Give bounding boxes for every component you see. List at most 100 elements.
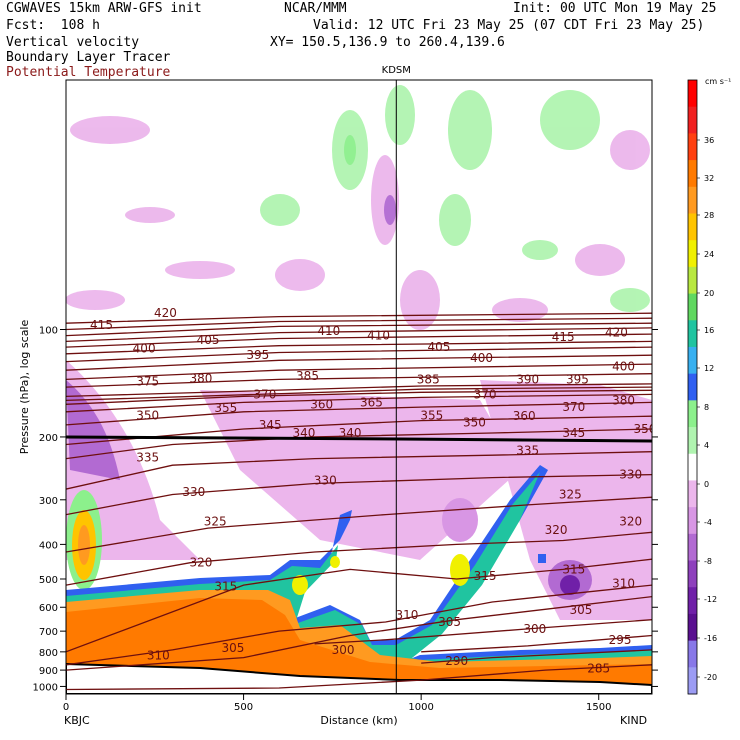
theta-contour-400 bbox=[66, 333, 652, 348]
theta-contour-290 bbox=[421, 649, 652, 664]
theta-label: 415 bbox=[552, 330, 575, 344]
theta-contour-370 bbox=[66, 383, 652, 398]
colorbar-swatch bbox=[688, 587, 697, 615]
rising-left-column bbox=[66, 490, 102, 590]
y-tick-label: 1000 bbox=[33, 682, 58, 693]
forecast-hour: Fcst: 108 h bbox=[6, 18, 100, 33]
colorbar-label: -4 bbox=[704, 518, 712, 527]
theta-label: 405 bbox=[427, 340, 450, 354]
theta-label: 290 bbox=[445, 654, 468, 668]
x-tick-label: 1000 bbox=[408, 702, 433, 713]
theta-contour-330 bbox=[66, 473, 652, 516]
colorbar-swatch bbox=[688, 266, 697, 295]
colorbar-swatch bbox=[688, 346, 697, 375]
colorbar-swatch bbox=[688, 293, 697, 321]
sinking-region bbox=[66, 380, 120, 480]
theta-label: 375 bbox=[136, 375, 159, 389]
colorbar-label: -12 bbox=[704, 595, 717, 604]
colorbar-label: -16 bbox=[704, 634, 717, 643]
theta-label: 385 bbox=[417, 372, 440, 386]
updraft-core bbox=[450, 554, 470, 586]
theta-label: 305 bbox=[221, 641, 244, 655]
theta-label: 370 bbox=[253, 387, 276, 401]
theta-label: 360 bbox=[513, 409, 536, 423]
field-boundary-layer-tracer: Boundary Layer Tracer bbox=[6, 50, 171, 65]
theta-contour-315 bbox=[66, 558, 652, 653]
theta-label: 325 bbox=[559, 488, 582, 502]
theta-label: 405 bbox=[197, 333, 220, 347]
model-title: CGWAVES 15km ARW-GFS init bbox=[6, 1, 202, 16]
theta-label: 345 bbox=[259, 418, 282, 432]
colorbar-swatch bbox=[688, 320, 697, 348]
y-axis-ticks: 100 200 300 400 500 600 700 800 900 1000 bbox=[33, 325, 658, 693]
theta-label: 320 bbox=[545, 523, 568, 537]
theta-contour-285 bbox=[66, 664, 652, 691]
theta-label: 305 bbox=[438, 615, 461, 629]
init-time: Init: 00 UTC Mon 19 May 25 bbox=[513, 1, 717, 16]
x-axis-title: Distance (km) bbox=[320, 714, 397, 727]
colorbar-label: 24 bbox=[704, 250, 714, 259]
velocity-blob bbox=[385, 85, 415, 145]
colorbar-swatch bbox=[688, 186, 697, 214]
theta-label: 310 bbox=[612, 577, 635, 591]
theta-label: 410 bbox=[317, 324, 340, 338]
theta-contour-360 bbox=[66, 389, 652, 405]
theta-label: 395 bbox=[566, 372, 589, 386]
y-tick-label: 700 bbox=[39, 627, 58, 638]
colorbar-swatch bbox=[688, 533, 697, 562]
theta-label: 320 bbox=[619, 514, 642, 528]
theta-label: 325 bbox=[204, 514, 227, 528]
valid-time: Valid: 12 UTC Fri 23 May 25 (07 CDT Fri … bbox=[313, 18, 705, 33]
theta-contour-355 bbox=[66, 393, 652, 413]
theta-label: 400 bbox=[470, 351, 493, 365]
x-tick-label: 1500 bbox=[586, 702, 611, 713]
y-tick-label: 500 bbox=[39, 575, 58, 586]
updraft-core bbox=[292, 575, 308, 595]
updraft-core bbox=[330, 556, 340, 568]
colorbar-label: 4 bbox=[704, 441, 709, 450]
theta-label: 330 bbox=[182, 485, 205, 499]
y-tick-label: 400 bbox=[39, 540, 58, 551]
velocity-blob bbox=[275, 259, 325, 291]
y-tick-label: 800 bbox=[39, 648, 58, 659]
velocity-blob bbox=[384, 195, 396, 225]
colorbar-label: -20 bbox=[704, 673, 717, 682]
theta-label: 315 bbox=[214, 580, 237, 594]
colorbar-swatch bbox=[688, 453, 697, 481]
theta-label: 395 bbox=[246, 348, 269, 362]
velocity-blob bbox=[439, 194, 471, 246]
theta-label: 305 bbox=[570, 603, 593, 617]
theta-label: 420 bbox=[605, 326, 628, 340]
velocity-blob bbox=[344, 135, 356, 165]
theta-label: 380 bbox=[612, 393, 635, 407]
theta-label: 315 bbox=[562, 562, 585, 576]
velocity-blob bbox=[165, 261, 235, 279]
theta-contour-365 bbox=[66, 386, 652, 402]
colorbar-swatch bbox=[688, 427, 697, 455]
colorbar-swatch bbox=[688, 507, 697, 535]
colorbar-label: 36 bbox=[704, 136, 714, 145]
theta-contour-375 bbox=[66, 373, 652, 388]
colorbar-swatch bbox=[688, 106, 697, 134]
theta-contour-390 bbox=[66, 346, 652, 363]
y-tick-label: 300 bbox=[39, 496, 58, 507]
theta-label: 295 bbox=[609, 633, 632, 647]
theta-label: 355 bbox=[214, 401, 237, 415]
theta-contour-380 bbox=[66, 363, 652, 381]
colorbar-label: 16 bbox=[704, 326, 714, 335]
theta-label: 310 bbox=[147, 649, 170, 663]
theta-contour-310 bbox=[66, 584, 652, 666]
right-endpoint-label: KIND bbox=[620, 714, 647, 727]
theta-label: 350 bbox=[463, 415, 486, 429]
theta-contour-340 bbox=[66, 428, 652, 460]
theta-label: 340 bbox=[339, 426, 362, 440]
velocity-blob bbox=[610, 288, 650, 312]
sinking-core bbox=[560, 575, 580, 595]
velocity-blob bbox=[540, 90, 600, 150]
theta-label: 300 bbox=[523, 622, 546, 636]
theta-label: 340 bbox=[292, 426, 315, 440]
theta-contour-325 bbox=[66, 496, 652, 553]
theta-label: 420 bbox=[154, 306, 177, 320]
